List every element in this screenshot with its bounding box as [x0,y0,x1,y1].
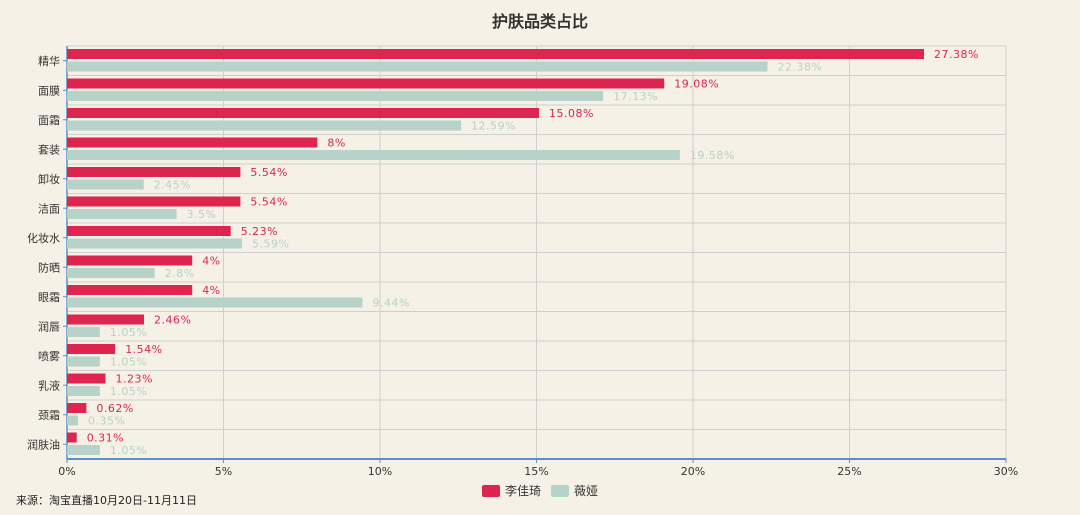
category-label: 润肤油 [27,437,60,451]
x-tick-label: 5% [215,465,232,478]
bar-series-2[interactable] [67,238,242,249]
bar-series-1[interactable] [67,285,193,295]
bar-series-2[interactable] [67,61,768,72]
bar-series-1[interactable] [67,373,106,384]
bar-series-1[interactable] [67,226,231,236]
bar-series-2[interactable] [67,386,100,396]
category-label: 眼霜 [38,291,60,304]
category-label: 套装 [38,143,60,156]
category-label: 化妆水 [27,231,60,245]
data-label-series-1: 0.31% [87,432,124,445]
data-label-series-1: 1.54% [125,343,162,356]
data-label-series-2: 22.38% [777,61,822,74]
x-tick-label: 0% [58,465,75,478]
chart-title: 护肤品类占比 [491,12,588,31]
category-label: 卸妆 [38,172,60,186]
x-tick-label: 20% [681,465,705,478]
bar-series-1[interactable] [67,137,318,148]
legend-swatch-series-2 [551,484,569,497]
data-label-series-1: 5.54% [250,166,287,179]
bar-series-1[interactable] [67,167,241,177]
bar-series-2[interactable] [67,297,363,308]
legend-label-series-2: 薇娅 [574,484,599,498]
data-label-series-2: 9.44% [372,297,409,310]
data-label-series-2: 12.59% [471,120,516,133]
data-label-series-2: 1.05% [110,356,147,369]
legend-swatch-series-1 [481,484,500,497]
category-label: 面霜 [38,114,60,127]
category-label: 洁面 [38,202,60,215]
data-label-series-1: 15.08% [549,107,594,120]
bar-series-1[interactable] [67,196,241,207]
legend-item-series-1[interactable]: 李佳琦 [481,482,541,499]
bar-series-1[interactable] [67,108,540,118]
bar-series-2[interactable] [67,327,100,337]
bar-series-1[interactable] [67,314,144,325]
category-label: 润唇 [38,319,60,333]
x-tick-label: 25% [837,465,861,478]
category-label: 精华 [38,54,60,68]
legend-item-series-2[interactable]: 薇娅 [551,482,598,499]
data-label-series-1: 8% [327,137,345,150]
data-label-series-1: 5.23% [241,225,278,238]
data-label-series-2: 0.35% [88,415,125,428]
data-label-series-1: 2.46% [154,314,191,327]
bar-series-2[interactable] [67,209,177,219]
data-label-series-2: 2.8% [165,267,195,280]
category-label: 乳液 [38,378,60,392]
data-label-series-2: 1.05% [110,444,147,457]
bar-series-1[interactable] [67,78,665,89]
data-label-series-2: 5.59% [252,238,289,251]
data-label-series-1: 19.08% [674,78,719,91]
data-label-series-2: 2.45% [154,179,191,192]
bar-series-1[interactable] [67,255,193,266]
source-note: 来源：淘宝直播10月20日-11月11日 [16,494,197,507]
data-label-series-1: 1.23% [115,373,152,386]
bar-series-1[interactable] [67,49,924,59]
category-label: 面膜 [38,84,60,97]
data-label-series-1: 4% [202,284,220,297]
bar-series-1[interactable] [67,432,77,443]
data-label-series-2: 3.5% [187,208,217,221]
bar-series-2[interactable] [67,356,100,367]
x-tick-label: 10% [368,465,392,478]
bar-series-2[interactable] [67,179,144,190]
data-label-series-1: 0.62% [96,402,133,415]
bar-series-2[interactable] [67,445,100,455]
legend-label-series-1: 李佳琦 [504,484,541,498]
category-label: 防晒 [38,260,60,274]
category-label: 喷雾 [38,350,60,363]
bar-series-2[interactable] [67,91,604,101]
data-label-series-1: 27.38% [934,48,979,61]
data-label-series-2: 1.05% [110,385,147,398]
x-tick-label: 15% [524,465,548,478]
legend: 李佳琦 薇娅 [0,482,1080,499]
bar-series-2[interactable] [67,120,462,131]
bar-series-1[interactable] [67,344,116,354]
data-label-series-1: 4% [202,255,220,268]
bar-series-1[interactable] [67,403,87,413]
bar-series-2[interactable] [67,150,680,160]
data-label-series-2: 19.58% [690,149,735,162]
data-label-series-1: 5.54% [250,196,287,209]
bar-series-2[interactable] [67,268,155,278]
data-label-series-2: 1.05% [110,326,147,339]
x-tick-label: 30% [994,465,1018,478]
category-label: 颈霜 [38,409,60,422]
bar-series-2[interactable] [67,415,78,426]
data-label-series-2: 17.13% [613,90,658,103]
